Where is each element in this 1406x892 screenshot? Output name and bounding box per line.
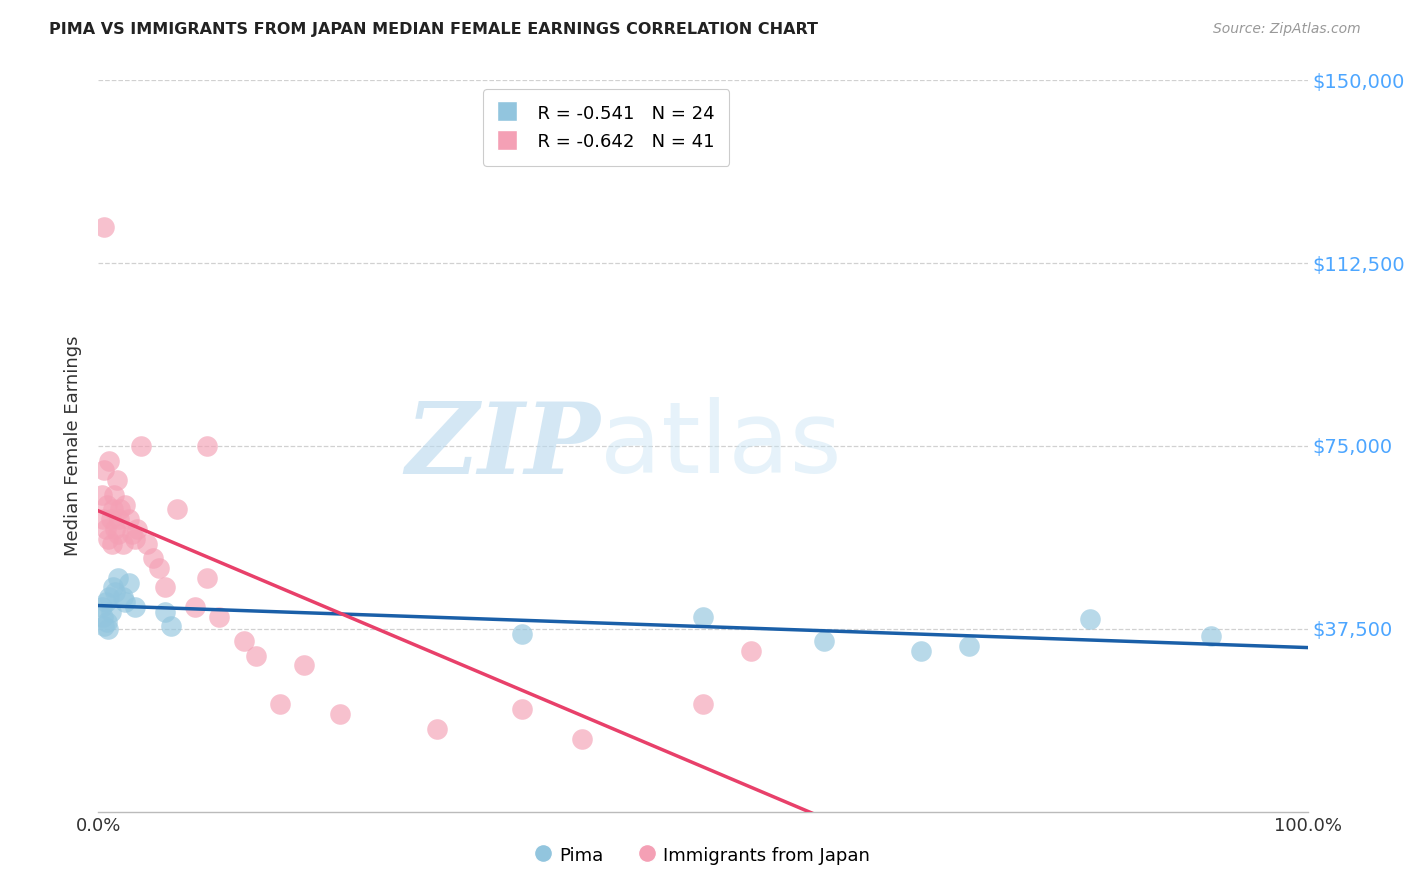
Point <box>94 595 117 609</box>
Point <box>127 522 149 536</box>
Point <box>96 615 118 629</box>
Point <box>100 536 122 550</box>
Point <box>692 698 714 712</box>
Point <box>740 644 762 658</box>
Point <box>96 498 118 512</box>
Point <box>166 502 188 516</box>
Point <box>329 707 352 722</box>
Point <box>104 522 127 536</box>
Point <box>195 571 218 585</box>
Point <box>104 585 127 599</box>
Point <box>107 571 129 585</box>
Point <box>208 609 231 624</box>
Text: Source: ZipAtlas.com: Source: ZipAtlas.com <box>1213 22 1361 37</box>
Point <box>510 626 533 640</box>
Point <box>98 590 121 604</box>
Point <box>108 512 131 526</box>
Point <box>118 512 141 526</box>
Point <box>118 575 141 590</box>
Text: PIMA VS IMMIGRANTS FROM JAPAN MEDIAN FEMALE EARNINGS CORRELATION CHART: PIMA VS IMMIGRANTS FROM JAPAN MEDIAN FEM… <box>49 22 818 37</box>
Point <box>692 609 714 624</box>
Y-axis label: Median Female Earnings: Median Female Earnings <box>63 335 82 557</box>
Point <box>195 439 218 453</box>
Point <box>153 605 176 619</box>
Point <box>292 658 315 673</box>
Point <box>571 731 593 746</box>
Point <box>160 619 183 633</box>
Text: atlas: atlas <box>600 398 842 494</box>
Point <box>114 595 136 609</box>
Point <box>111 536 134 550</box>
Point <box>129 439 152 453</box>
Legend:   R = -0.541   N = 24,   R = -0.642   N = 41: R = -0.541 N = 24, R = -0.642 N = 41 <box>484 89 730 166</box>
Point <box>93 219 115 234</box>
Point <box>1078 612 1101 626</box>
Point <box>910 644 932 658</box>
Point <box>232 634 254 648</box>
Point <box>100 512 122 526</box>
Point <box>100 605 122 619</box>
Point <box>93 463 115 477</box>
Point <box>101 581 124 595</box>
Point <box>107 526 129 541</box>
Point <box>121 526 143 541</box>
Point <box>510 702 533 716</box>
Point <box>101 502 124 516</box>
Point <box>91 599 114 614</box>
Point <box>98 453 121 467</box>
Point <box>105 473 128 487</box>
Point <box>124 599 146 614</box>
Point <box>97 532 120 546</box>
Point <box>813 634 835 648</box>
Point <box>245 648 267 663</box>
Point <box>91 488 114 502</box>
Point <box>93 619 115 633</box>
Point <box>91 609 114 624</box>
Point <box>124 532 146 546</box>
Point <box>108 502 131 516</box>
Point <box>114 498 136 512</box>
Point <box>97 622 120 636</box>
Point <box>957 639 980 653</box>
Point <box>269 698 291 712</box>
Point <box>148 561 170 575</box>
Point <box>135 536 157 550</box>
Point <box>142 551 165 566</box>
Point <box>103 488 125 502</box>
Point <box>1199 629 1222 643</box>
Point <box>153 581 176 595</box>
Point <box>91 512 114 526</box>
Point <box>426 722 449 736</box>
Text: ZIP: ZIP <box>405 398 600 494</box>
Legend: Pima, Immigrants from Japan: Pima, Immigrants from Japan <box>529 838 877 872</box>
Point <box>111 590 134 604</box>
Point <box>94 522 117 536</box>
Point <box>184 599 207 614</box>
